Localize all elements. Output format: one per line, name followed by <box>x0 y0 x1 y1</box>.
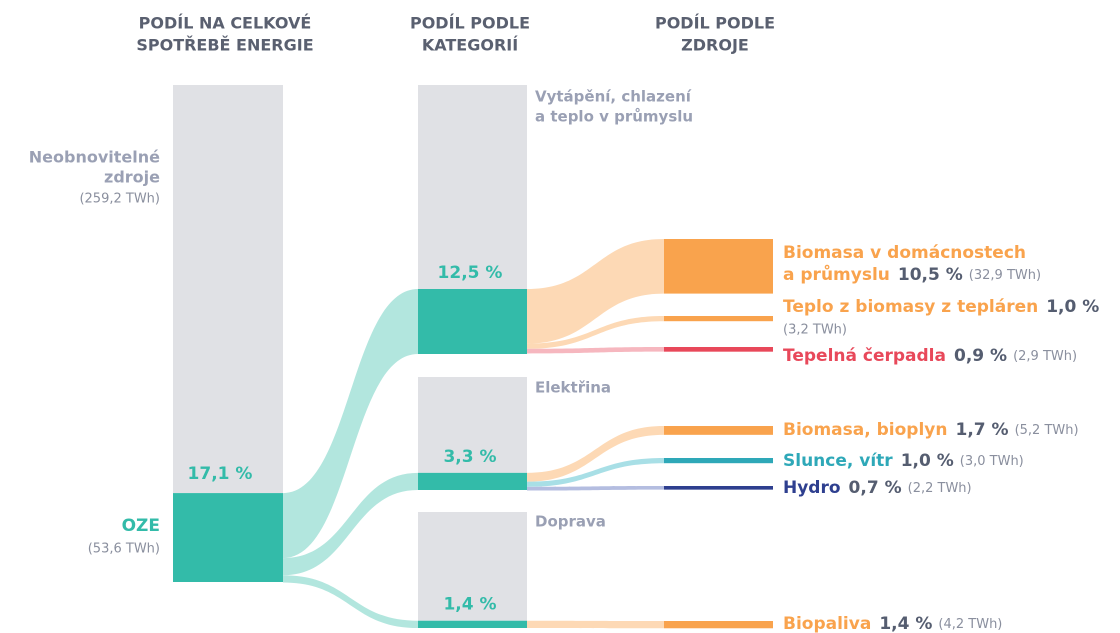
source-flow <box>527 486 664 491</box>
source-bar <box>664 458 773 464</box>
source-name: Biopaliva <box>783 614 871 633</box>
source-name: Biomasa, bioplyn <box>783 420 947 440</box>
rest-bar <box>173 85 283 494</box>
category-bar <box>418 289 527 354</box>
source-value-label: 1,0 % <box>901 451 954 471</box>
source-value-label: 0,7 % <box>849 478 902 498</box>
column-header: PODÍL PODLE <box>410 14 530 33</box>
source-label: Slunce, vítr 1,0 % (3,0 TWh) <box>783 451 1024 471</box>
category-bar <box>418 472 527 490</box>
source-bar <box>664 486 773 490</box>
source-bar <box>664 316 773 322</box>
source-energy: (5,2 TWh) <box>1015 423 1079 438</box>
source-flow <box>527 458 664 487</box>
source-energy: (4,2 TWh) <box>938 617 1002 632</box>
source-energy: (32,9 TWh) <box>969 268 1041 283</box>
source-name: Biomasa v domácnostech <box>783 243 1026 263</box>
column-header: PODÍL NA CELKOVÉ <box>139 14 312 33</box>
source-label: Hydro 0,7 % (2,2 TWh) <box>783 478 972 498</box>
source-bar <box>664 347 773 352</box>
source-value-label: 1,4 % <box>879 614 932 633</box>
source-label: Biomasa, bioplyn 1,7 % (5,2 TWh) <box>783 420 1079 440</box>
source-name: Slunce, vítr <box>783 451 893 471</box>
source-label: a průmyslu 10,5 % (32,9 TWh) <box>783 263 1041 285</box>
rest-name: Neobnovitelné <box>29 148 160 167</box>
category-bar <box>418 620 527 628</box>
total-name: OZE <box>122 516 160 536</box>
source-flow <box>527 426 664 482</box>
category-bg <box>418 377 527 473</box>
source-bar <box>664 239 773 294</box>
source-bar <box>664 621 773 629</box>
source-bar <box>664 426 773 435</box>
source-flow <box>527 316 664 349</box>
source-flow <box>527 347 664 354</box>
rest-energy: (259,2 TWh) <box>79 192 160 207</box>
category-value-label: 1,4 % <box>443 595 496 615</box>
source-flow <box>527 239 664 344</box>
column-header: ZDROJE <box>681 36 749 55</box>
category-name: Doprava <box>535 513 606 531</box>
category-name: Vytápění, chlazení <box>535 88 692 106</box>
source-name: Tepelná čerpadla <box>783 346 946 366</box>
source-flow <box>527 620 664 629</box>
column-header: PODÍL PODLE <box>655 14 775 33</box>
category-value-label: 3,3 % <box>443 447 496 467</box>
rest-name: zdroje <box>104 168 160 187</box>
category-name: a teplo v průmyslu <box>535 108 693 126</box>
source-name: a průmyslu <box>783 263 890 285</box>
total-flow <box>283 575 418 628</box>
source-label: Tepelná čerpadla 0,9 % (2,9 TWh) <box>783 346 1077 366</box>
column-header: SPOTŘEBĚ ENERGIE <box>136 36 313 55</box>
source-value-label: 0,9 % <box>954 346 1007 366</box>
source-name: Teplo z biomasy z tepláren <box>783 297 1038 317</box>
source-value-label: 1,7 % <box>955 420 1008 440</box>
source-label: Biopaliva 1,4 % (4,2 TWh) <box>783 614 1002 633</box>
source-value-label: 1,0 % <box>1046 297 1099 317</box>
total-energy: (53,6 TWh) <box>88 542 160 557</box>
column-header: KATEGORIÍ <box>422 36 518 55</box>
total-flow <box>283 472 418 576</box>
source-name: Hydro <box>783 478 841 498</box>
source-energy: (3,0 TWh) <box>960 454 1024 469</box>
total-flow <box>283 289 418 559</box>
category-bg <box>418 512 527 621</box>
source-energy: (2,2 TWh) <box>908 481 972 496</box>
total-bar <box>173 493 283 582</box>
category-name: Elektřina <box>535 379 611 397</box>
source-energy: (2,9 TWh) <box>1013 349 1077 364</box>
source-label: Biomasa v domácnostech <box>783 243 1026 263</box>
total-value-label: 17,1 % <box>188 464 253 484</box>
category-value-label: 12,5 % <box>438 263 503 283</box>
source-label: Teplo z biomasy z tepláren 1,0 % <box>783 297 1099 317</box>
category-bg <box>418 85 527 289</box>
source-value-label: 10,5 % <box>898 265 963 285</box>
source-energy: (3,2 TWh) <box>783 323 847 338</box>
